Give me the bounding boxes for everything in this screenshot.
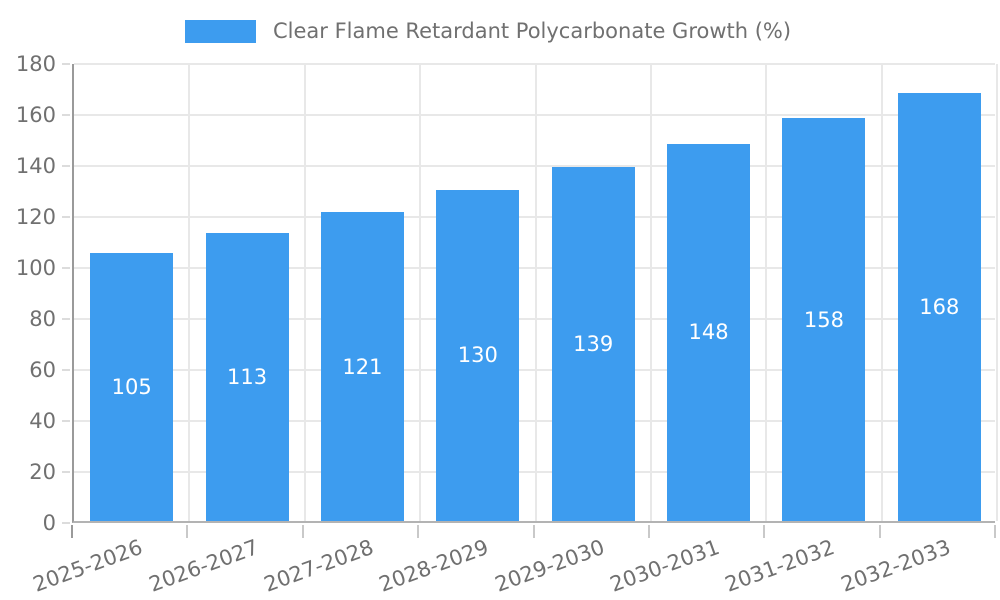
bar-2032-2033[interactable]: 168 <box>897 92 981 521</box>
bar-2027-2028[interactable]: 121 <box>320 212 404 521</box>
bar-2031-2032[interactable]: 158 <box>782 118 866 521</box>
x-axis-tick <box>186 525 189 538</box>
x-axis-tick <box>647 525 650 538</box>
plot-area: 105 113 121 130 139 148 158 168 <box>72 63 998 523</box>
x-axis-tick-label: 2030-2031 <box>606 535 723 597</box>
x-axis-tick <box>994 525 996 538</box>
y-axis-tick <box>62 63 70 65</box>
y-axis-tick-label: 40 <box>29 409 56 433</box>
y-axis-tick-label: 20 <box>29 460 56 484</box>
x-axis-tick <box>417 525 420 538</box>
bar-value-label: 105 <box>111 375 152 400</box>
chart-title: Clear Flame Retardant Polycarbonate Grow… <box>273 19 792 43</box>
vertical-gridline <box>534 64 537 521</box>
vertical-gridline <box>303 64 306 521</box>
y-axis-tick <box>62 267 70 269</box>
y-axis-tick <box>62 114 70 116</box>
legend-swatch-icon <box>185 20 256 43</box>
y-axis-tick-label: 120 <box>15 205 56 229</box>
y-axis-tick-label: 0 <box>42 511 56 535</box>
bar-value-label: 113 <box>227 364 268 389</box>
vertical-gridline <box>880 64 883 521</box>
y-axis-tick <box>62 420 70 422</box>
vertical-gridline <box>649 64 652 521</box>
vertical-gridline <box>765 64 768 521</box>
x-axis-tick-label: 2032-2033 <box>837 535 954 597</box>
x-axis-tick <box>878 525 881 538</box>
x-axis-tick-label: 2025-2026 <box>30 535 146 597</box>
bar-value-label: 148 <box>688 320 729 345</box>
bar-2028-2029[interactable]: 130 <box>436 189 520 521</box>
x-axis-tick-label: 2028-2029 <box>376 535 493 597</box>
y-axis-tick <box>62 522 70 524</box>
bar-2025-2026[interactable]: 105 <box>90 253 174 521</box>
bar-value-label: 158 <box>803 307 844 332</box>
x-axis-tick-label: 2026-2027 <box>145 535 262 597</box>
y-axis-tick-label: 180 <box>15 52 56 76</box>
y-axis-tick-label: 60 <box>29 358 56 382</box>
bar-value-label: 168 <box>919 294 960 319</box>
legend-item[interactable]: Clear Flame Retardant Polycarbonate Grow… <box>185 20 791 43</box>
x-axis-tick-label: 2029-2030 <box>491 535 608 597</box>
x-axis-tick <box>71 525 73 538</box>
y-axis-tick <box>62 471 70 473</box>
x-axis-tick-label: 2031-2032 <box>722 535 839 597</box>
y-axis-tick <box>62 216 70 218</box>
x-axis-tick <box>763 525 766 538</box>
y-axis-tick-label: 160 <box>15 103 56 127</box>
y-axis-tick-label: 140 <box>15 154 56 178</box>
x-axis-tick-label: 2027-2028 <box>260 535 377 597</box>
vertical-gridline <box>419 64 422 521</box>
bar-value-label: 130 <box>457 343 498 368</box>
bar-value-label: 139 <box>573 331 614 356</box>
x-axis-tick <box>301 525 304 538</box>
y-axis-tick <box>62 165 70 167</box>
bar-value-label: 121 <box>342 354 383 379</box>
vertical-gridline <box>188 64 191 521</box>
bar-2030-2031[interactable]: 148 <box>667 143 751 521</box>
y-axis-tick <box>62 369 70 371</box>
y-axis-tick-label: 80 <box>29 307 56 331</box>
x-axis-tick <box>532 525 535 538</box>
y-axis-tick <box>62 318 70 320</box>
y-axis-tick-label: 100 <box>15 256 56 280</box>
bar-2026-2027[interactable]: 113 <box>205 232 289 521</box>
vertical-gridline <box>996 64 998 521</box>
bar-2029-2030[interactable]: 139 <box>551 166 635 521</box>
